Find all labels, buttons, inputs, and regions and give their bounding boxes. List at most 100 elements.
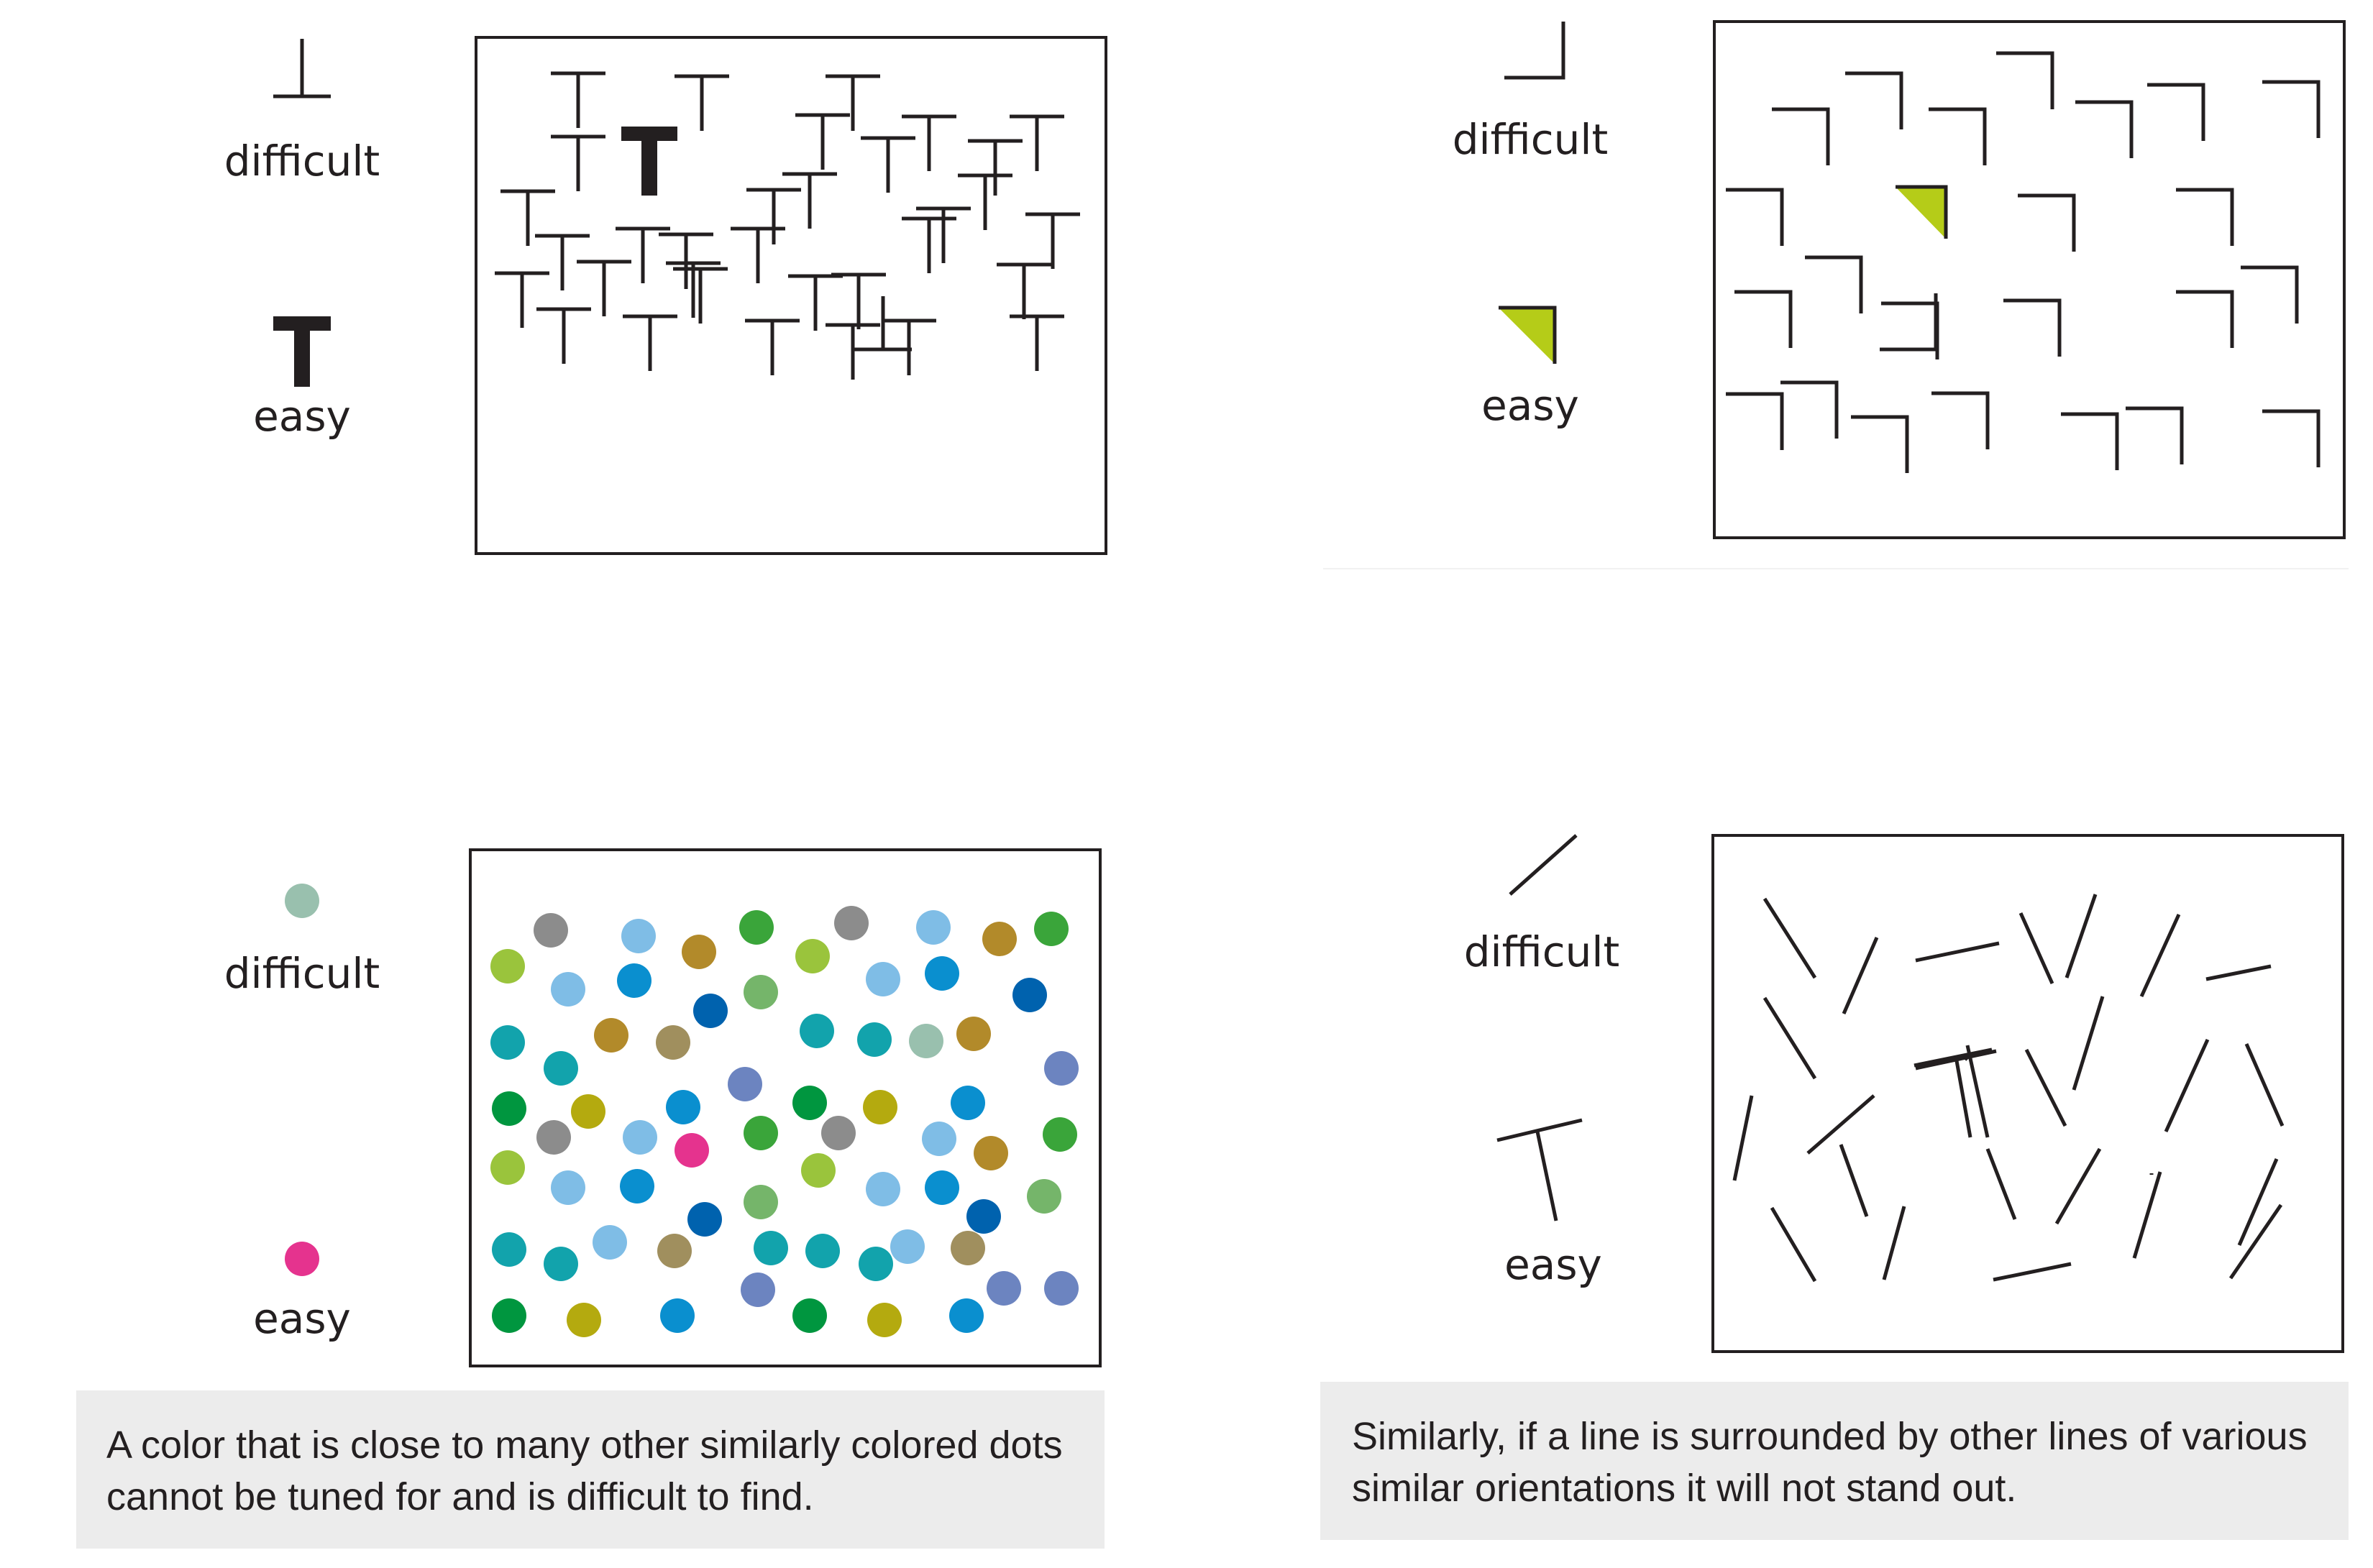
line-distractor: [2244, 1042, 2285, 1127]
corner-panel-easy-label: easy: [1481, 381, 1579, 430]
dot-distractor: [909, 1024, 943, 1058]
dot-distractor: [866, 962, 900, 996]
corner-distractor: [2176, 188, 2234, 246]
line-caption-line2: similar orientations it will not stand o…: [1352, 1467, 2017, 1510]
dot-distractor: [1044, 1051, 1079, 1086]
dot-distractor: [744, 1185, 778, 1219]
dot-distractor: [490, 949, 525, 984]
corner-distractor: [1805, 255, 1863, 313]
dot-distractor: [792, 1086, 827, 1120]
t-target-bold: [641, 127, 657, 196]
t-panel-difficult-label: difficult: [224, 137, 380, 185]
dot-distractor: [754, 1231, 788, 1265]
line-panel-difficult-label: difficult: [1463, 927, 1620, 976]
dot-panel-difficult-label: difficult: [224, 949, 380, 998]
dot-distractor: [956, 1017, 991, 1051]
corner-distractor: [1996, 51, 2054, 109]
dot-distractor: [1043, 1117, 1077, 1152]
dot-distractor: [834, 906, 869, 940]
line-search-field: [1711, 834, 2344, 1353]
dot-distractor: [687, 1202, 722, 1237]
corner-distractor: [1931, 391, 1990, 449]
dot-distractor: [728, 1067, 762, 1101]
dot-distractor: [682, 935, 716, 969]
line-distractor: [2139, 913, 2181, 998]
dot-distractor: [666, 1090, 700, 1124]
dot-distractor: [801, 1153, 836, 1188]
dot-distractor: [890, 1229, 925, 1264]
line-distractor: [1993, 1262, 2072, 1282]
corner-distractor: [2075, 100, 2134, 158]
dot-caption-line2: cannot be tuned for and is difficult to …: [106, 1475, 814, 1518]
dot-distractor: [693, 994, 728, 1028]
dot-distractor: [951, 1086, 985, 1120]
corner-distractor: [1929, 107, 1987, 165]
line-distractor: [2065, 894, 2098, 978]
dot-distractor: [867, 1303, 902, 1337]
dot-caption-line1: A color that is close to many other simi…: [106, 1423, 1063, 1467]
corner-distractor: [1726, 392, 1784, 450]
dot-distractor: [866, 1172, 900, 1206]
line-distractor: [2237, 1158, 2279, 1246]
dot-distractor: [617, 963, 651, 998]
corner-distractor: [1845, 71, 1903, 129]
corner-distractor: [2262, 409, 2321, 467]
dot-distractor: [567, 1303, 601, 1337]
line-search-svg: [1732, 894, 2285, 1283]
line-distractor: [1915, 941, 2000, 963]
corner-panel-difficult-label: difficult: [1452, 115, 1609, 164]
dot-distractor: [544, 1247, 578, 1281]
dot-distractor: [1034, 912, 1069, 946]
line-distractor: [2132, 1171, 2162, 1259]
line-target-t: [1914, 1047, 1993, 1068]
dot-distractor: [949, 1298, 984, 1333]
corner-distractor: [1734, 290, 1793, 348]
line-caption-line1: Similarly, if a line is surrounded by ot…: [1352, 1415, 2308, 1458]
dot-distractor: [656, 1025, 690, 1060]
corner-icon: [1503, 20, 1568, 82]
corner-target-difficult: [1880, 293, 1938, 352]
dot-distractor: [490, 1150, 525, 1185]
line-distractor: [2024, 1048, 2067, 1127]
dot-search-svg: [490, 906, 1079, 1337]
corner-distractor: [2241, 265, 2299, 324]
t-panel-easy-label: easy: [253, 392, 351, 441]
line-distractor: [1839, 1144, 1869, 1217]
dot-distractor: [859, 1247, 893, 1281]
dot-distractor: [857, 1022, 892, 1057]
diagonal-line-icon: [1507, 833, 1579, 897]
line-distractor: [1762, 897, 1817, 979]
corner-distractor: [2126, 406, 2184, 464]
line-distractor: [2228, 1203, 2283, 1280]
dot-distractor: [621, 919, 656, 953]
corner-distractor: [1780, 380, 1839, 439]
dot-distractor: [966, 1199, 1001, 1234]
corner-target-triangle: [1896, 187, 1946, 239]
divider-line: [1323, 568, 2349, 569]
dot-distractor: [551, 1170, 585, 1205]
corner-distractor: [1726, 188, 1784, 246]
dot-distractor: [741, 1273, 775, 1307]
dot-distractor: [571, 1094, 605, 1129]
line-distractor: [2205, 964, 2272, 981]
line-caption: Similarly, if a line is surrounded by ot…: [1320, 1382, 2349, 1540]
dot-distractor: [593, 1225, 627, 1260]
line-distractor: [1882, 1206, 1906, 1280]
dot-distractor: [536, 1120, 571, 1155]
dot-distractor: [987, 1271, 1021, 1306]
bold-t-icon: [273, 316, 331, 387]
dot-distractor: [800, 1014, 834, 1048]
corner-distractor: [2061, 412, 2119, 470]
dot-distractor: [792, 1298, 827, 1333]
dot-distractor: [982, 922, 1017, 956]
dot-distractor: [951, 1231, 985, 1265]
dot-distractor: [534, 913, 568, 948]
dot-distractor: [594, 1018, 628, 1053]
t-search-field: [475, 36, 1107, 555]
corner-distractor: [2147, 83, 2205, 141]
corner-search-svg: [1726, 51, 2321, 473]
dot-distractor: [805, 1234, 840, 1268]
dot-search-field: [469, 848, 1102, 1367]
dot-caption: A color that is close to many other simi…: [76, 1390, 1105, 1549]
line-distractor: [1842, 937, 1879, 1014]
